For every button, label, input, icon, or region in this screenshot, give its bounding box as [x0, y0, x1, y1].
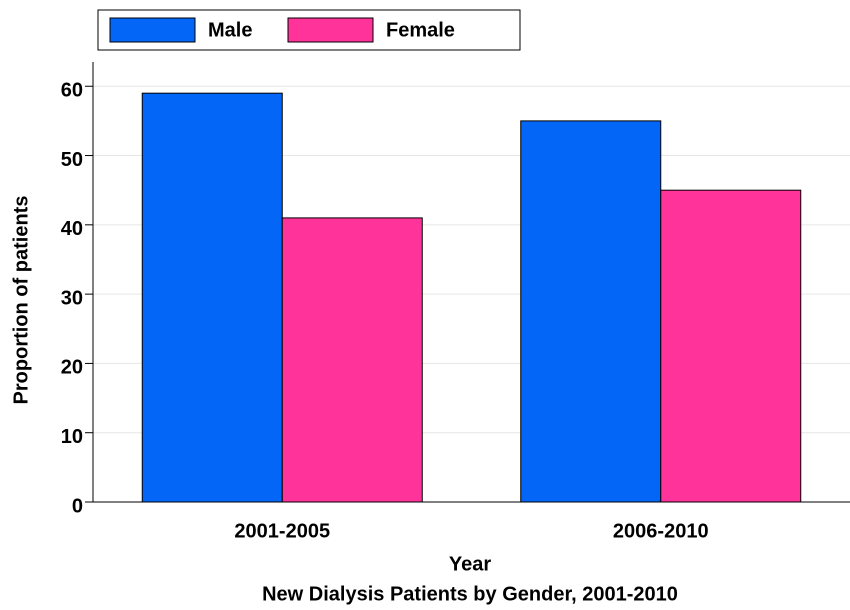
bar [660, 189, 802, 503]
bar [141, 92, 283, 503]
x-axis-title: Year [449, 553, 491, 575]
y-tick-label: 50 [61, 149, 83, 171]
x-tick-label: 2001-2005 [234, 520, 330, 542]
y-tick-label: 0 [72, 495, 83, 517]
y-tick-label: 30 [61, 287, 83, 309]
y-tick-label: 40 [61, 218, 83, 240]
y-tick-label: 60 [61, 80, 83, 102]
legend-label: Female [386, 19, 455, 41]
y-tick-label: 20 [61, 357, 83, 379]
x-tick-label: 2006-2010 [613, 520, 709, 542]
bar [520, 120, 662, 503]
y-tick-label: 10 [61, 426, 83, 448]
legend-swatch [109, 17, 196, 43]
chart-title: New Dialysis Patients by Gender, 2001-20… [262, 583, 678, 605]
y-axis-title: Proportion of patients [10, 196, 32, 405]
bar [281, 217, 423, 503]
legend-swatch [287, 17, 374, 43]
legend-label: Male [208, 19, 252, 41]
